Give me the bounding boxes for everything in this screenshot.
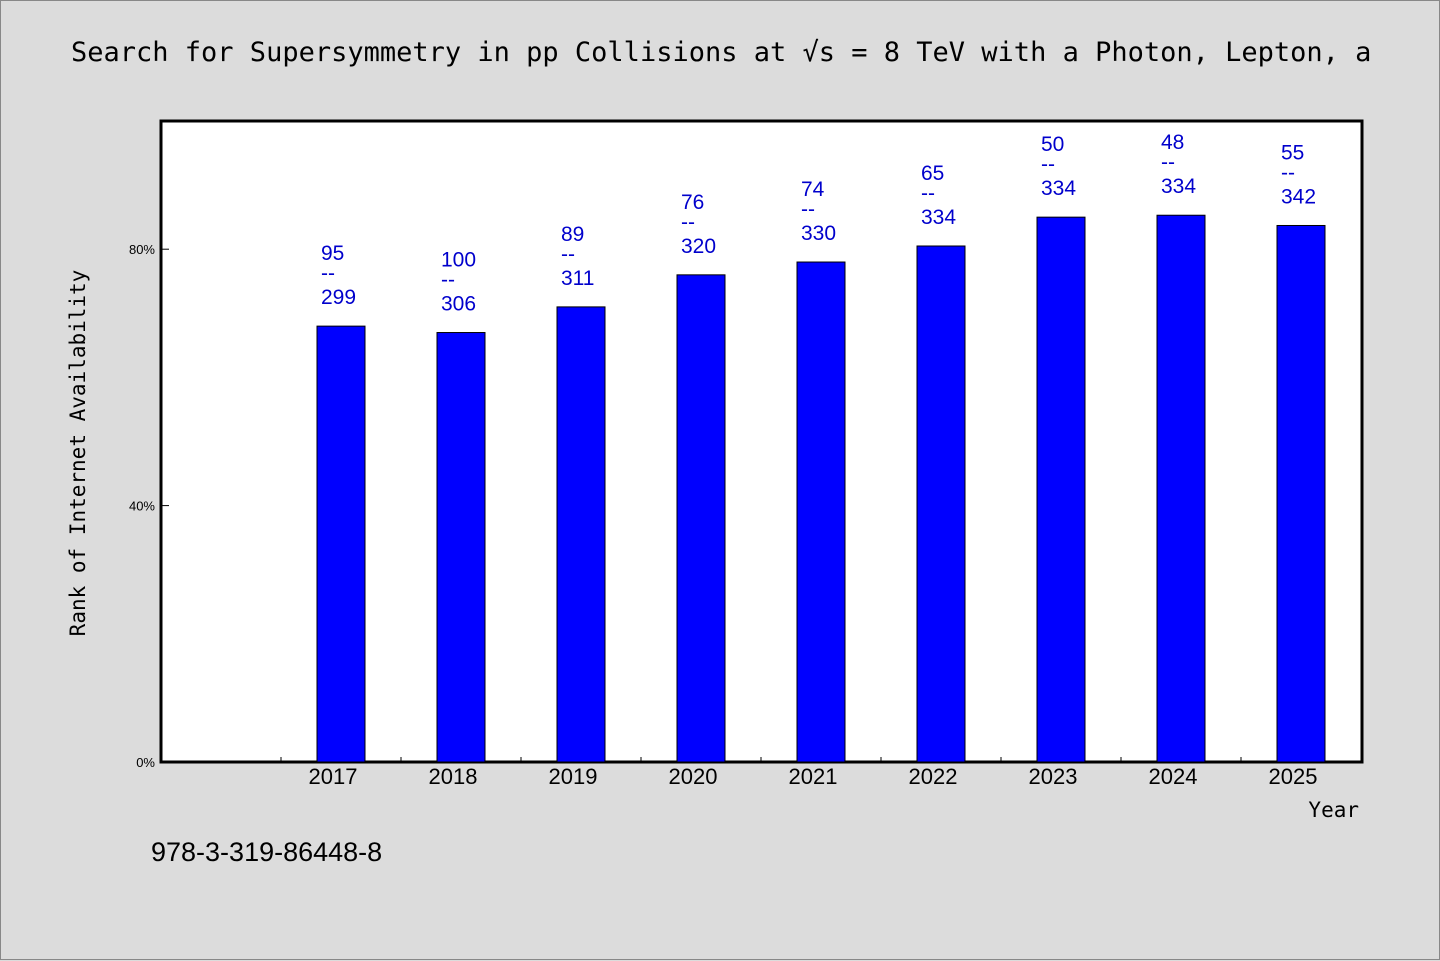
- bars-layer: [316, 214, 1326, 763]
- data-label-bottom: 320: [681, 235, 716, 258]
- bar-2018: [436, 332, 486, 763]
- data-labels-layer: 95--299100--30689--31176--32074--33065--…: [321, 131, 1316, 315]
- data-label-separator: --: [921, 182, 935, 205]
- x-tick-label: 2025: [1269, 764, 1318, 789]
- data-label-top: 76: [681, 191, 704, 214]
- x-tick-label: 2024: [1149, 764, 1198, 789]
- bar-2019: [556, 306, 606, 763]
- y-tick-label: 40%: [129, 499, 155, 514]
- data-label-bottom: 311: [561, 267, 594, 290]
- axis-layer: 0% 40% 80% 2017 2018 2019 2020 2021 2022 2023 2024…: [129, 242, 1362, 789]
- data-label-separator: --: [321, 262, 335, 285]
- bar-2017: [316, 325, 366, 763]
- y-axis-title: Rank of Internet Availability: [66, 270, 90, 637]
- x-tick-label: 2019: [549, 764, 598, 789]
- bar-2024: [1156, 214, 1206, 763]
- chart-title: Search for Supersymmetry in pp Collision…: [71, 37, 1372, 68]
- bar-2022: [916, 245, 966, 763]
- y-tick-label: 0%: [136, 755, 155, 770]
- bar-2025: [1276, 224, 1326, 763]
- data-label-top: 50: [1041, 133, 1064, 156]
- data-label-separator: --: [1281, 161, 1295, 184]
- y-tick-label: 80%: [129, 242, 155, 257]
- x-tick-label: 2018: [429, 764, 478, 789]
- data-label-bottom: 330: [801, 222, 836, 245]
- footer-isbn: 978-3-319-86448-8: [151, 837, 383, 867]
- data-label-separator: --: [1161, 151, 1175, 174]
- data-label-separator: --: [801, 198, 815, 221]
- bar-2020: [676, 274, 726, 763]
- data-label-top: 95: [321, 242, 344, 265]
- data-label-bottom: 334: [1161, 175, 1196, 198]
- data-label-separator: --: [561, 243, 575, 266]
- x-tick-label: 2023: [1029, 764, 1078, 789]
- data-label-separator: --: [441, 269, 455, 292]
- x-tick-label: 2022: [909, 764, 958, 789]
- data-label-top: 74: [801, 178, 825, 201]
- data-label-bottom: 334: [1041, 177, 1076, 200]
- data-label-top: 65: [921, 162, 944, 185]
- data-label-top: 89: [561, 223, 584, 246]
- data-label-bottom: 299: [321, 286, 356, 309]
- bar-2021: [796, 261, 846, 763]
- data-label-separator: --: [1041, 153, 1055, 176]
- data-label-bottom: 334: [921, 206, 956, 229]
- x-tick-label: 2021: [789, 764, 838, 789]
- data-label-top: 55: [1281, 141, 1304, 164]
- x-tick-label: 2017: [309, 764, 358, 789]
- data-label-top: 100: [441, 249, 476, 272]
- data-label-top: 48: [1161, 131, 1184, 154]
- x-axis-title: Year: [1308, 798, 1359, 822]
- bar-2023: [1036, 216, 1086, 763]
- data-label-bottom: 306: [441, 293, 476, 316]
- x-tick-label: 2020: [669, 764, 718, 789]
- data-label-bottom: 342: [1281, 185, 1316, 208]
- data-label-separator: --: [681, 211, 695, 234]
